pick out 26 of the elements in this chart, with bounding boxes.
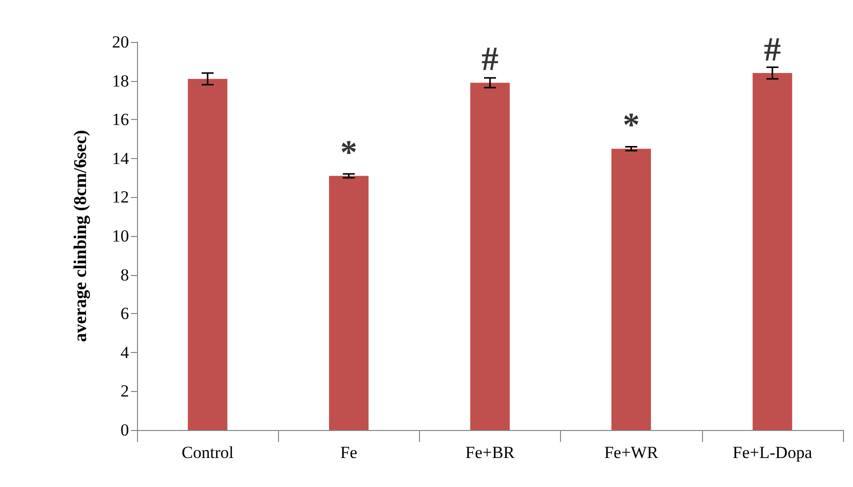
bar bbox=[470, 82, 510, 430]
y-tick-label: 14 bbox=[112, 148, 130, 168]
y-tick-label: 16 bbox=[112, 110, 129, 130]
y-tick-label: 12 bbox=[112, 188, 129, 207]
y-tick-label: 2 bbox=[120, 382, 129, 401]
annotation: # bbox=[764, 32, 781, 69]
bar bbox=[752, 73, 792, 430]
x-tick-label: Fe+L-Dopa bbox=[732, 443, 813, 462]
y-tick-label: 8 bbox=[120, 265, 129, 284]
bar bbox=[611, 148, 651, 430]
y-tick-label: 18 bbox=[112, 71, 129, 90]
y-axis-title: average clinbing (8cm/6sec) bbox=[70, 130, 90, 342]
annotation: * bbox=[340, 134, 358, 172]
y-tick-label: 4 bbox=[120, 342, 130, 362]
x-tick-label: Fe bbox=[340, 443, 358, 462]
x-tick-label: Control bbox=[182, 443, 234, 462]
bar bbox=[329, 176, 369, 430]
bar bbox=[188, 78, 228, 430]
x-tick-label: Fe+BR bbox=[465, 443, 516, 462]
x-tick-label: Fe+WR bbox=[604, 443, 659, 462]
y-tick-label: 6 bbox=[120, 304, 129, 324]
y-tick-label: 0 bbox=[120, 420, 129, 440]
y-tick-label: 20 bbox=[112, 32, 129, 52]
y-tick-label: 10 bbox=[112, 226, 129, 246]
annotation: * bbox=[622, 107, 640, 144]
annotation: # bbox=[482, 41, 498, 78]
